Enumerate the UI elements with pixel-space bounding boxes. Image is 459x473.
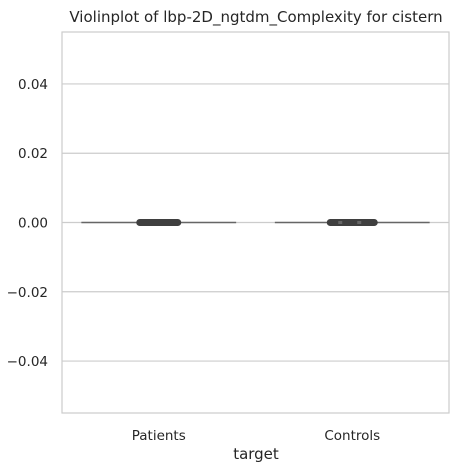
y-tick-label: 0.04	[18, 77, 48, 93]
y-tick-label: 0.00	[18, 216, 48, 232]
x-axis-label: target	[233, 445, 279, 463]
x-tick-labels: Patients Controls	[132, 428, 380, 444]
plot-frame	[61, 31, 450, 414]
x-tick-label: Patients	[132, 428, 186, 444]
y-tick-labels: 0.04 0.02 0.00 −0.02 −0.04	[7, 77, 48, 370]
x-tick-label: Controls	[324, 428, 380, 444]
y-tick-label: −0.04	[7, 354, 48, 370]
y-tick-label: 0.02	[18, 146, 48, 162]
chart-title: Violinplot of lbp-2D_ngtdm_Complexity fo…	[69, 8, 442, 27]
y-tick-label: −0.02	[7, 285, 48, 301]
